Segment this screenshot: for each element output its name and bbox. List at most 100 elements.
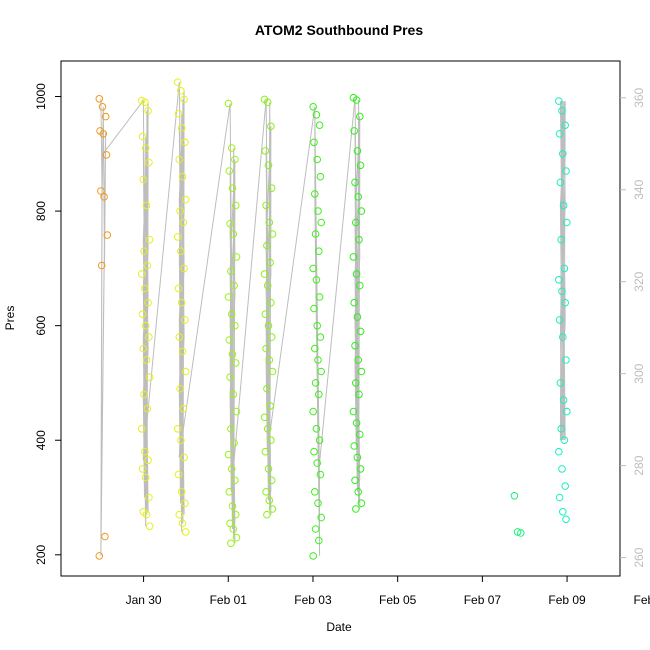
data-point (145, 333, 153, 341)
data-point (352, 218, 360, 227)
data-point (260, 413, 269, 422)
data-point (100, 193, 108, 201)
data-point (350, 127, 359, 135)
data-point (562, 356, 570, 364)
data-point (351, 476, 359, 485)
y-right-tick-label: 300 (632, 363, 646, 383)
trace-lines (100, 82, 566, 556)
series-feb-03b (260, 95, 277, 519)
data-points (95, 78, 571, 560)
data-point (556, 379, 565, 387)
data-point (177, 124, 186, 132)
data-point (268, 367, 277, 376)
data-point (267, 333, 276, 341)
x-tick-label: Feb 01 (210, 593, 248, 607)
data-point (312, 276, 321, 284)
data-point (563, 218, 571, 227)
data-point (141, 284, 149, 293)
data-point (315, 436, 324, 445)
x-axis: Jan 30 Feb 01 Feb 03 Feb 05 Feb 07 Feb 09 Feb … (126, 576, 650, 607)
data-point (145, 158, 153, 167)
data-point (315, 293, 324, 301)
data-point (142, 510, 151, 519)
data-point (181, 195, 190, 204)
data-point (266, 258, 274, 267)
data-point (144, 456, 152, 465)
data-point (559, 508, 567, 516)
data-point (175, 510, 184, 519)
data-point (356, 430, 364, 439)
y-right-tick-label: 320 (632, 271, 646, 291)
data-point (142, 356, 151, 364)
data-point (145, 493, 153, 502)
data-point (179, 404, 188, 413)
data-point (227, 144, 236, 152)
data-point (556, 178, 565, 187)
data-point (349, 253, 358, 261)
data-point (145, 522, 154, 531)
data-point (311, 190, 319, 198)
data-point (261, 310, 270, 319)
data-point (315, 121, 324, 129)
data-point (140, 247, 148, 255)
data-point (179, 218, 188, 227)
data-point (174, 109, 183, 118)
data-point (354, 193, 363, 201)
data-point (555, 130, 564, 138)
data-point (225, 488, 234, 496)
data-point (351, 341, 359, 350)
data-point (316, 333, 325, 341)
data-point (356, 281, 364, 290)
data-point (311, 344, 319, 353)
x-tick-label: Feb 03 (294, 593, 332, 607)
y-tick-label: 600 (34, 315, 48, 335)
trace-connector (230, 99, 267, 492)
data-point (352, 96, 361, 104)
trace-connector (317, 97, 356, 475)
data-point (181, 367, 190, 376)
data-point (555, 97, 563, 105)
data-point (311, 488, 319, 496)
data-point (352, 419, 361, 427)
data-point (352, 270, 361, 278)
data-point (350, 442, 359, 450)
y-tick-label: 200 (34, 544, 48, 564)
data-point (354, 356, 363, 364)
data-point (268, 230, 277, 238)
data-point (555, 316, 564, 324)
y-tick-label: 1000 (34, 83, 48, 110)
data-point (176, 384, 184, 393)
data-point (138, 465, 147, 473)
data-point (231, 359, 240, 367)
data-point (226, 519, 234, 528)
data-point (311, 230, 320, 238)
data-point (263, 98, 272, 106)
series-feb-11 (555, 97, 571, 524)
data-point (139, 344, 148, 353)
data-point (142, 201, 151, 210)
data-point (354, 488, 363, 496)
data-point (309, 407, 318, 416)
data-point (355, 390, 363, 399)
data-point (173, 78, 182, 86)
data-point (310, 304, 318, 313)
data-point (265, 356, 274, 364)
data-point (267, 298, 275, 307)
data-point (227, 267, 235, 276)
data-point (228, 502, 237, 510)
data-point (559, 396, 568, 404)
data-point (226, 219, 234, 228)
x-tick-label: Feb 09 (548, 593, 586, 607)
data-point (180, 264, 188, 273)
data-point (145, 235, 154, 244)
data-point (357, 499, 366, 508)
data-point (353, 313, 362, 321)
data-point (231, 321, 239, 330)
trace-connector (142, 82, 180, 461)
data-point (561, 482, 570, 490)
data-point (224, 450, 233, 459)
data-point (560, 264, 569, 273)
data-point (227, 465, 236, 473)
trace-profile (178, 82, 185, 532)
data-point (555, 276, 563, 284)
